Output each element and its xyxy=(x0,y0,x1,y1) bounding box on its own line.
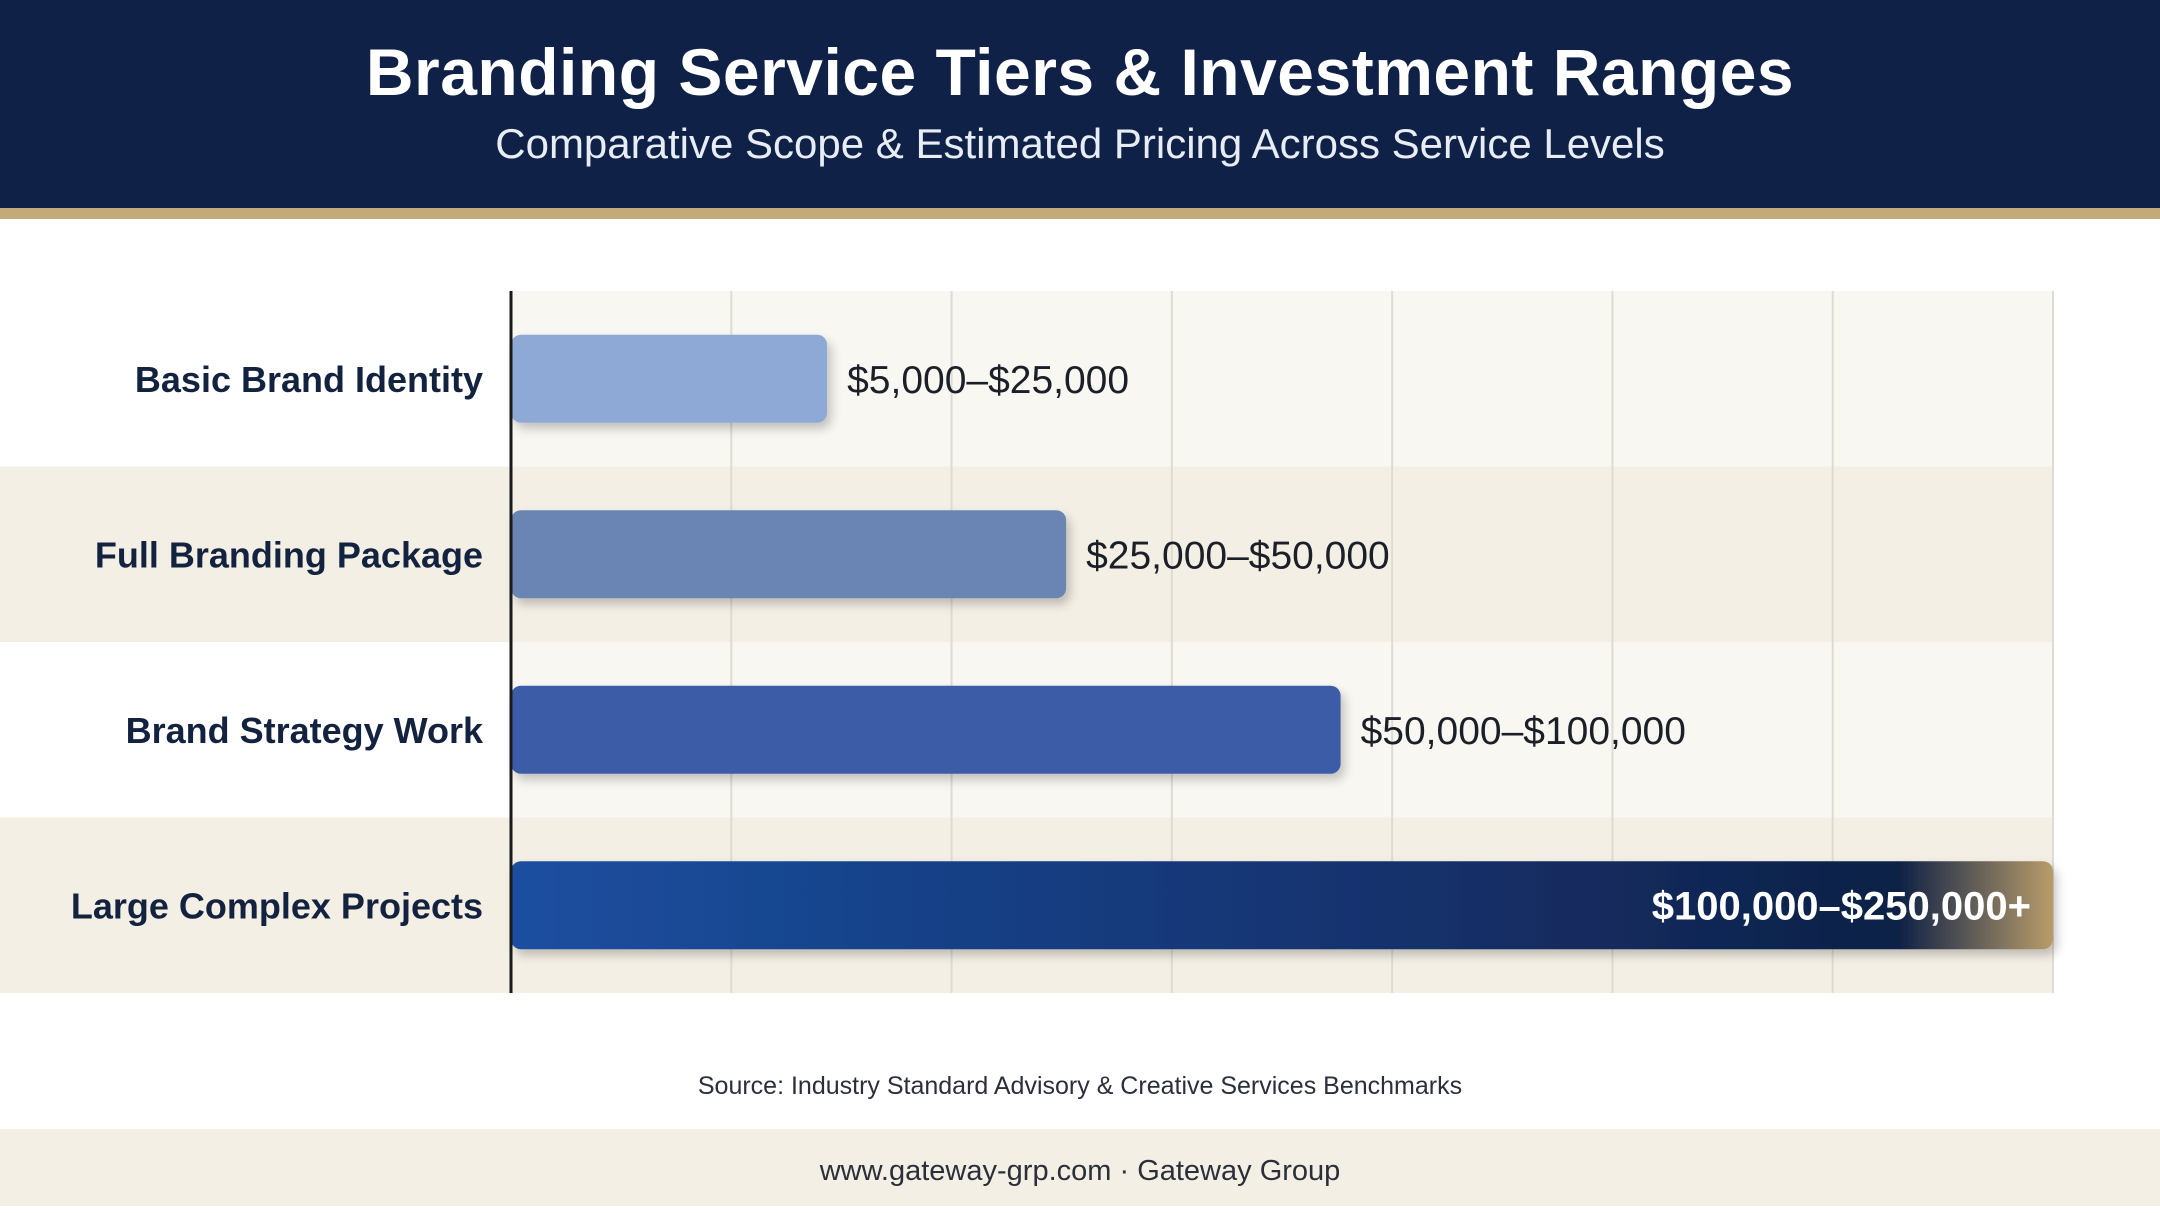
category-label: Basic Brand Identity xyxy=(135,359,483,400)
category-label: Large Complex Projects xyxy=(71,885,483,926)
value-label: $25,000–$50,000 xyxy=(1086,534,1390,577)
footer-bar: www.gateway-grp.com · Gateway Group xyxy=(0,1129,2160,1206)
value-label: $100,000–$250,000+ xyxy=(1652,884,2031,928)
source-note: Source: Industry Standard Advisory & Cre… xyxy=(697,1072,1463,1100)
bar-large-complex-projects xyxy=(511,861,2053,950)
category-label: Brand Strategy Work xyxy=(126,710,484,751)
bar-full-branding-package xyxy=(511,510,1067,599)
row-band-label-2 xyxy=(0,642,511,818)
bar-chart-svg: Basic Brand Identity Full Branding Packag… xyxy=(0,291,2054,993)
page-subtitle: Comparative Scope & Estimated Pricing Ac… xyxy=(495,120,1665,167)
row-band-label-3 xyxy=(0,817,511,993)
bar-basic-brand-identity xyxy=(511,334,828,423)
row-band-label-0 xyxy=(0,291,511,467)
value-label: $5,000–$25,000 xyxy=(847,359,1129,402)
page-title: Branding Service Tiers & Investment Rang… xyxy=(365,35,1795,109)
header-divider xyxy=(0,208,2160,219)
category-label: Full Branding Package xyxy=(95,534,483,575)
header-banner: Branding Service Tiers & Investment Rang… xyxy=(0,0,2160,208)
bar-chart: Basic Brand Identity Full Branding Packag… xyxy=(0,291,2160,993)
value-label: $50,000–$100,000 xyxy=(1361,710,1686,753)
bar-brand-strategy-work xyxy=(511,685,1341,774)
row-band-label-1 xyxy=(0,466,511,642)
footer-text: www.gateway-grp.com · Gateway Group xyxy=(819,1155,1341,1187)
